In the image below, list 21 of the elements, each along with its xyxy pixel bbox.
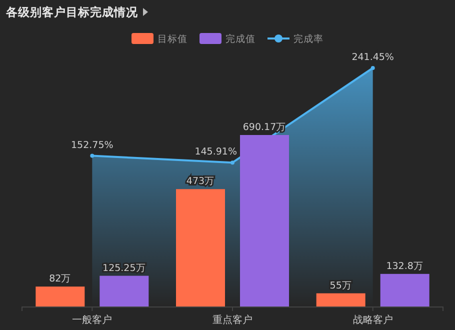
data-label: 473万 (186, 176, 215, 188)
data-label: 55万 (330, 280, 352, 292)
bar (316, 293, 366, 307)
bar (380, 274, 430, 307)
data-label: 82万 (49, 274, 72, 285)
bar (240, 135, 289, 307)
legend-label: 目标值 (158, 33, 188, 45)
bar (36, 286, 85, 307)
legend-label: 完成值 (226, 33, 256, 45)
data-label: 145.91% (194, 146, 237, 158)
x-tick-label: 重点客户 (212, 314, 252, 326)
x-tick-label: 战略客户 (352, 314, 393, 326)
data-label: 132.8万 (386, 260, 424, 272)
data-label: 241.45% (352, 52, 394, 63)
bar (100, 276, 149, 307)
data-label: 152.75% (71, 140, 114, 151)
chart-title: 各级别客户目标完成情况 (5, 5, 139, 19)
bar (176, 189, 225, 307)
legend-label: 完成率 (294, 33, 324, 45)
data-label: 125.25万 (102, 262, 146, 274)
x-tick-label: 一般客户 (72, 314, 112, 326)
